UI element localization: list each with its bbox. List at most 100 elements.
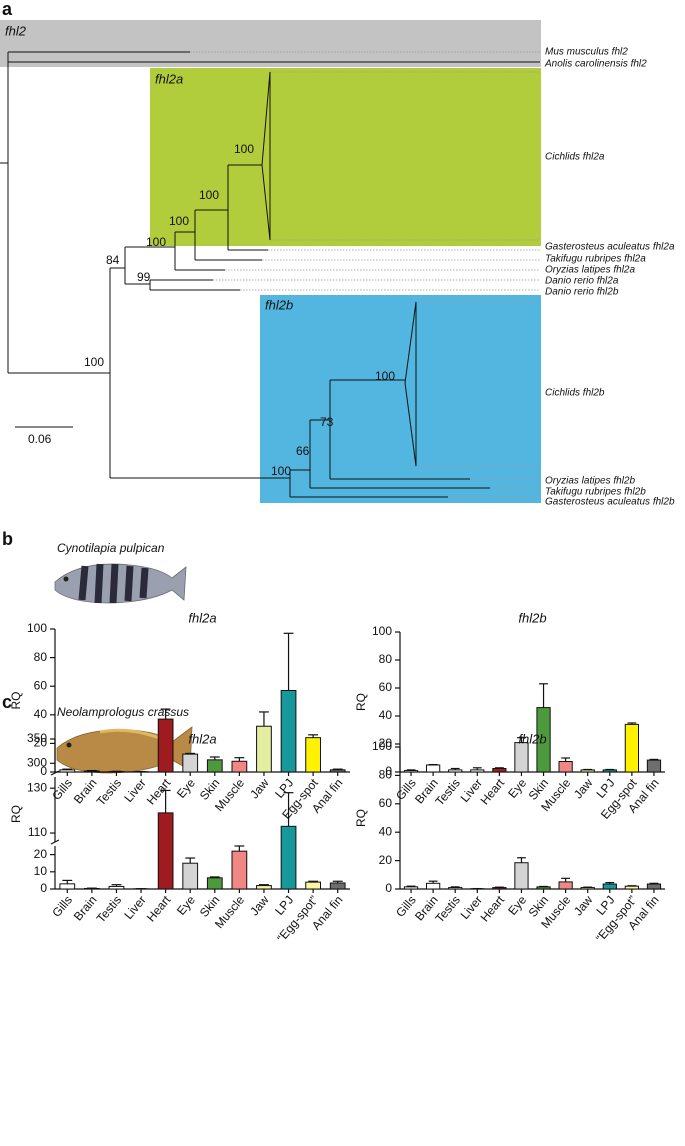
support-value: 66 [296,444,310,458]
bar [558,761,573,773]
y-tick-label: 0 [40,764,47,778]
bar [231,850,248,890]
leaf-label: Gasterosteus aculeatus fhl2b [545,497,675,508]
species-name: Neolamprologus crassus [57,705,189,719]
leaf-label: Gasterosteus aculeatus fhl2a [545,242,675,253]
y-axis-label: RQ [9,805,23,823]
leaf-label: Cichlids fhl2b [545,388,605,399]
bar [59,883,76,890]
x-tick-label: Heart [144,892,174,924]
panel-label: b [2,529,13,549]
bar [514,862,529,890]
bar [470,769,485,773]
bar [305,737,321,773]
chart-title: fhl2a [188,731,216,746]
bar [580,769,595,773]
clade-box [0,20,541,67]
y-tick-label: 20 [34,847,48,861]
leaf-label: Danio rerio fhl2b [545,287,619,298]
y-tick-label: 0 [385,764,392,778]
clade-label: fhl2b [265,297,293,312]
y-tick-label: 60 [379,796,393,810]
bar [157,812,174,890]
support-value: 100 [271,464,291,478]
leaf-label: Danio rerio fhl2a [545,276,619,287]
bar [206,877,223,890]
panel-label: c [2,692,12,712]
y-tick-label: 60 [34,678,48,692]
fish-illustration [54,563,187,604]
tree-branches [0,51,540,498]
clade-label: fhl2a [155,71,183,86]
support-value: 100 [375,369,395,383]
clade-box [150,68,541,246]
bar [206,759,223,773]
x-tick-label: Jaw [571,776,596,802]
bar [558,881,573,890]
bar [492,768,507,773]
leaf-guides [190,51,540,498]
y-tick-label: 80 [379,652,393,666]
bar [624,723,639,773]
support-value: 73 [320,415,334,429]
clade-box [260,295,541,503]
bar [329,882,346,890]
support-value: 100 [146,235,166,249]
support-value: 100 [234,142,254,156]
chart-title: fhl2b [518,731,546,746]
y-tick-label: 80 [379,768,393,782]
bar [280,825,297,890]
x-tick-label: Testis [432,893,462,926]
x-tick-label: Jaw [247,893,272,919]
scale-label: 0.06 [28,432,52,446]
axis-break [50,839,60,845]
x-tick-label: Testis [94,893,124,926]
bar [280,689,297,773]
y-tick-label: 40 [34,707,48,721]
leaf-label: Anolis carolinensis fhl2 [544,59,647,70]
y-tick-label: 20 [379,736,393,750]
y-tick-label: 80 [34,650,48,664]
y-axis-label: RQ [354,809,368,827]
y-tick-label: 40 [379,824,393,838]
bar [646,759,662,773]
y-tick-label: 100 [372,624,392,638]
bar [426,882,441,890]
leaf-label: Oryzias latipes fhl2b [545,476,635,487]
bar [305,881,321,890]
clade-label: fhl2 [5,23,27,38]
bar [157,718,174,773]
bar [426,764,441,773]
x-tick-label: Heart [478,775,508,807]
bar [602,769,617,773]
support-value: 84 [106,253,120,267]
bar [256,885,272,890]
species-name: Cynotilapia pulpican [57,541,165,555]
bar [231,760,248,773]
leaf-label: Oryzias latipes fhl2a [545,265,635,276]
y-axis-label: RQ [354,693,368,711]
x-tick-label: Jaw [571,893,596,919]
support-value: 100 [169,214,189,228]
y-tick-label: 20 [34,736,48,750]
x-tick-label: Testis [94,776,124,809]
y-tick-label: 300 [27,755,47,769]
axis-break [50,770,60,776]
y-tick-label: 130 [27,780,47,794]
y-tick-label: 110 [28,825,47,839]
bar [403,770,419,773]
leaf-label: Mus musculus fhl2 [545,47,628,58]
x-tick-label: Jaw [247,776,272,802]
y-tick-label: 350 [27,731,47,745]
chart-title: fhl2b [518,610,546,625]
bar [84,887,100,890]
y-tick-label: 40 [379,708,393,722]
leaf-label: Cichlids fhl2a [545,152,605,163]
leaf-label: Takifugu rubripes fhl2b [545,487,646,498]
y-axis-label: RQ [9,692,23,710]
bar [646,883,662,890]
bar [602,883,617,890]
chart-title: fhl2a [188,610,216,625]
bar [492,887,507,890]
